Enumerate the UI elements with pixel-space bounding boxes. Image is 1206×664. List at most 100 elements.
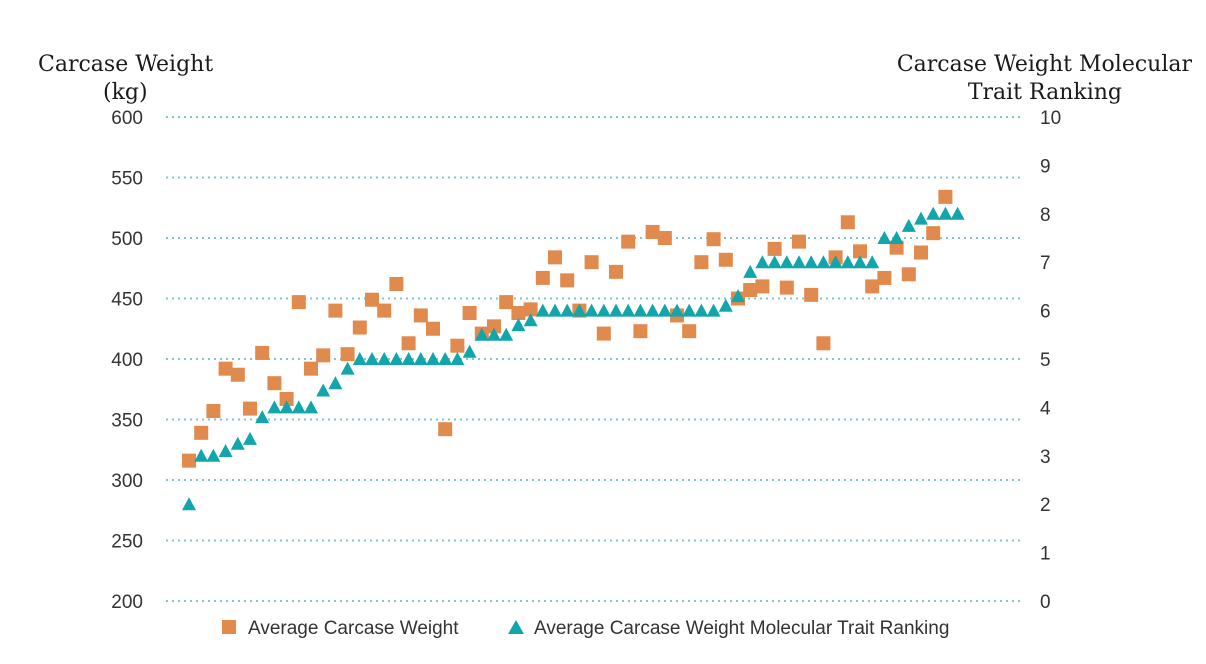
weight-point <box>413 308 428 323</box>
ranking-point <box>877 231 892 244</box>
weight-point <box>755 279 770 294</box>
ranking-point <box>401 352 416 365</box>
weight-point <box>779 280 794 295</box>
ranking-point <box>365 352 379 365</box>
ranking-point <box>950 206 965 220</box>
ranking-point <box>438 352 453 365</box>
right-tick-label: 7 <box>1040 253 1051 274</box>
right-tick-label: 6 <box>1040 302 1051 323</box>
ranking-point <box>865 255 880 269</box>
weight-point <box>304 361 318 376</box>
gridlines <box>166 116 1022 602</box>
left-tick-label: 250 <box>111 532 143 553</box>
ranking-point <box>670 303 684 317</box>
weight-point <box>609 264 623 279</box>
weight-point <box>657 231 672 245</box>
ranking-point <box>255 410 270 424</box>
ranking-point <box>230 436 245 450</box>
ranking-point <box>523 313 538 327</box>
weight-point <box>487 319 501 334</box>
ranking-point <box>657 303 672 317</box>
weight-point <box>865 279 880 294</box>
weight-point <box>426 321 440 336</box>
right-tick-label: 8 <box>1040 205 1051 226</box>
ranking-point <box>426 352 440 365</box>
weight-point <box>718 252 733 267</box>
right-tick-label: 4 <box>1040 398 1051 419</box>
weight-point <box>523 302 538 317</box>
ranking-point <box>743 264 758 278</box>
ranking-point <box>487 327 501 341</box>
right-tick-label: 10 <box>1040 108 1061 129</box>
weight-point <box>377 303 392 318</box>
weight-point <box>291 295 306 310</box>
ranking-point <box>377 352 392 365</box>
ranking-point <box>413 352 428 365</box>
ranking-point <box>340 361 355 375</box>
ranking-point <box>511 318 526 332</box>
ranking-point <box>792 255 806 269</box>
legend-square-marker <box>222 620 236 634</box>
ranking-point <box>633 303 648 317</box>
weight-point <box>877 270 892 285</box>
left-tick-label: 350 <box>111 411 143 432</box>
weight-point <box>548 250 562 265</box>
weight-point <box>901 267 916 282</box>
right-axis: Carcase Weight Molecular Trait Ranking 0… <box>897 52 1193 613</box>
weight-point <box>645 224 660 239</box>
ranking-point <box>779 255 794 269</box>
data-series <box>182 189 965 511</box>
weight-point <box>279 391 294 406</box>
weight-point <box>584 255 599 270</box>
weight-point <box>914 245 928 260</box>
weight-point <box>328 303 343 318</box>
left-tick-label: 400 <box>111 350 143 371</box>
right-tick-label: 9 <box>1040 156 1051 177</box>
ranking-point <box>840 255 855 269</box>
ranking-point <box>816 255 831 269</box>
ranking-point <box>853 255 867 269</box>
left-axis-title-line2: (kg) <box>103 80 148 105</box>
ranking-point <box>645 303 660 317</box>
ranking-point <box>316 383 331 397</box>
weight-point <box>853 244 867 259</box>
right-tick-label: 2 <box>1040 495 1051 516</box>
ranking-point <box>267 400 282 414</box>
ranking-point <box>914 211 928 225</box>
left-tick-label: 600 <box>111 108 143 129</box>
ranking-point <box>596 303 611 317</box>
weight-point <box>401 336 416 351</box>
ranking-point <box>609 303 623 317</box>
weight-point <box>218 361 233 376</box>
weight-point <box>926 226 941 241</box>
left-tick-label: 200 <box>111 592 143 613</box>
ranking-point <box>291 400 306 414</box>
weight-point <box>267 376 282 391</box>
weight-point <box>340 347 355 362</box>
ranking-point <box>621 303 636 317</box>
series-1 <box>182 189 953 468</box>
ranking-point <box>352 352 367 365</box>
weight-point <box>194 425 209 440</box>
left-tick-label: 450 <box>111 290 143 311</box>
right-axis-title-line2: Trait Ranking <box>968 80 1122 105</box>
right-tick-label: 5 <box>1040 350 1051 371</box>
weight-point <box>243 401 257 416</box>
weight-point <box>694 255 709 270</box>
ranking-point <box>450 352 465 365</box>
weight-point <box>743 283 758 298</box>
ranking-point <box>243 431 257 445</box>
ranking-point <box>755 255 770 269</box>
ranking-point <box>218 443 233 457</box>
weight-point <box>438 422 453 437</box>
right-tick-label: 0 <box>1040 592 1051 613</box>
left-tick-label: 300 <box>111 471 143 492</box>
weight-point <box>206 404 221 419</box>
ranking-point <box>731 289 745 303</box>
weight-point <box>511 306 526 321</box>
weight-point <box>889 240 904 255</box>
weight-point <box>804 287 819 302</box>
legend-label-ranking: Average Carcase Weight Molecular Trait R… <box>534 618 949 639</box>
ranking-point <box>804 255 819 269</box>
